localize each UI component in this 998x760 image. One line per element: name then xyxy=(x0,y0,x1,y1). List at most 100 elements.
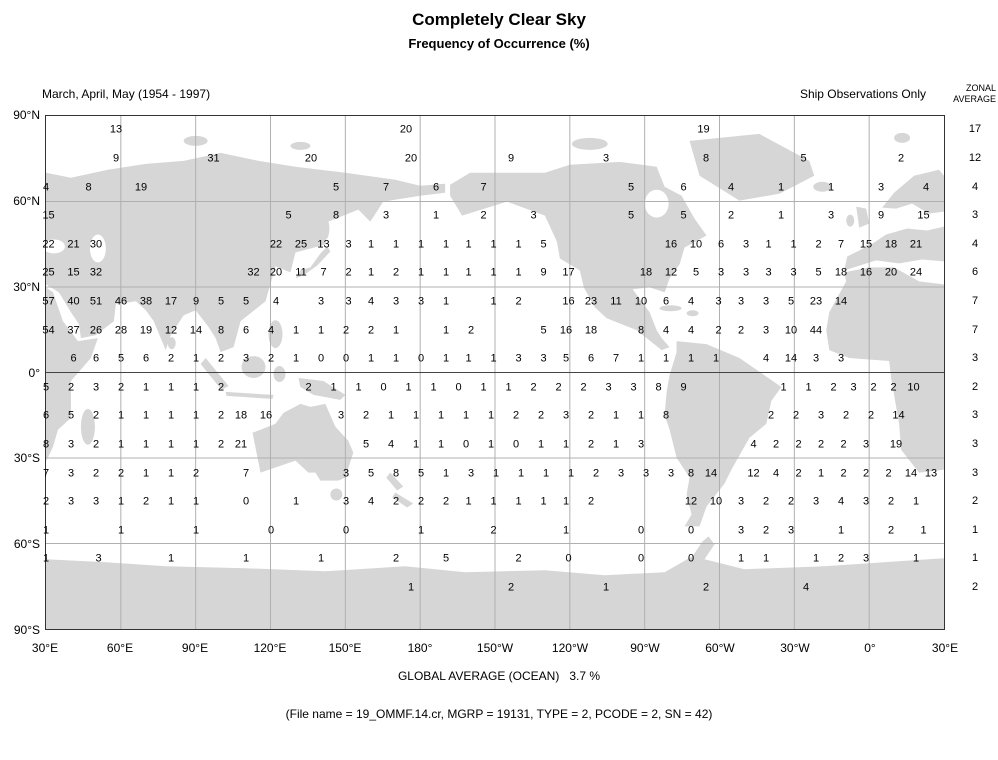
grid-value: 2 xyxy=(870,381,877,394)
grid-value: 2 xyxy=(142,495,150,508)
grid-value: 0 xyxy=(637,552,645,565)
grid-value: 18 xyxy=(234,409,248,422)
grid-value: 1 xyxy=(367,266,375,279)
grid-value: 2 xyxy=(580,381,587,394)
zonal-average-value: 2 xyxy=(971,380,979,393)
grid-value: 12 xyxy=(164,324,178,337)
grid-value: 1 xyxy=(562,495,570,508)
landmass-arctic-island-2 xyxy=(290,141,311,150)
grid-value: 4 xyxy=(750,438,757,451)
grid-value: 32 xyxy=(247,266,260,279)
grid-value: 13 xyxy=(109,123,123,136)
grid-value: 3 xyxy=(717,266,725,279)
grid-value: 2 xyxy=(217,381,225,394)
grid-value: 1 xyxy=(442,266,450,279)
grid-value: 1 xyxy=(167,495,175,508)
grid-value: 7 xyxy=(42,467,50,480)
grid-value: 2 xyxy=(762,495,770,508)
grid-value: 4 xyxy=(727,181,735,194)
grid-value: 2 xyxy=(442,495,450,508)
grid-value: 6 xyxy=(142,352,150,365)
grid-value: 16 xyxy=(562,295,575,308)
grid-value: 19 xyxy=(139,324,153,337)
grid-value: 3 xyxy=(467,467,475,480)
grid-value: 0 xyxy=(242,495,250,508)
grid-value: 2 xyxy=(217,352,225,365)
grid-value: 1 xyxy=(192,524,200,537)
grid-value: 1 xyxy=(432,209,440,222)
grid-value: 3 xyxy=(317,295,325,308)
grid-value: 2 xyxy=(587,409,595,422)
grid-value: 2 xyxy=(767,409,775,422)
grid-value: 0 xyxy=(317,352,325,365)
grid-value: 3 xyxy=(850,381,857,394)
grid-value: 1 xyxy=(515,238,522,251)
grid-value: 7 xyxy=(837,238,845,251)
grid-value: 1 xyxy=(465,495,472,508)
grid-value: 25 xyxy=(42,266,55,279)
grid-value: 12 xyxy=(684,495,698,508)
zonal-average-column: 17 12 4 3 4 6 7 7 3 2 3 3 3 2 1 1 2 xyxy=(952,0,998,760)
grid-value: 17 xyxy=(164,295,178,308)
lon-tick-label: 90°E xyxy=(181,641,209,655)
grid-value: 16 xyxy=(664,238,678,251)
longitude-axis: 30°E 60°E 90°E 120°E 150°E 180° 150°W 120°W 90°W… xyxy=(0,641,998,657)
grid-value: 1 xyxy=(142,467,150,480)
grid-value: 4 xyxy=(662,324,670,337)
grid-value: 10 xyxy=(907,381,920,394)
grid-value: 4 xyxy=(762,352,770,365)
grid-value: 3 xyxy=(812,352,820,365)
grid-value: 20 xyxy=(304,152,318,165)
grid-value: 2 xyxy=(345,266,352,279)
lon-tick-label: 180° xyxy=(407,641,433,655)
lon-tick-label: 90°W xyxy=(630,641,660,655)
grid-value: 1 xyxy=(192,495,200,508)
zonal-average-value: 3 xyxy=(971,466,979,479)
grid-value: 1 xyxy=(492,467,500,480)
landmass-north-america xyxy=(450,161,707,351)
grid-value: 2 xyxy=(890,381,897,394)
season-label: March, April, May (1954 - 1997) xyxy=(42,87,211,101)
grid-value: 1 xyxy=(117,438,125,451)
grid-value: 1 xyxy=(192,381,200,394)
landmass-sulawesi xyxy=(273,366,286,382)
grid-value: 3 xyxy=(765,266,772,279)
zonal-average-value: 12 xyxy=(968,151,982,164)
grid-value: 8 xyxy=(662,409,670,422)
grid-value: 0 xyxy=(565,552,572,565)
grid-value: 2 xyxy=(480,209,487,222)
grid-value: 5 xyxy=(242,295,250,308)
grid-value: 3 xyxy=(862,438,870,451)
file-info-label: (File name = 19_OMMF.14.cr, MGRP = 19131… xyxy=(285,707,713,721)
grid-value: 11 xyxy=(295,266,307,279)
grid-value: 3 xyxy=(515,352,522,365)
grid-value: 6 xyxy=(92,352,100,365)
grid-value: 4 xyxy=(387,438,395,451)
grid-value: 2 xyxy=(830,381,837,394)
zonal-average-value: 1 xyxy=(971,523,979,536)
grid-value: 1 xyxy=(192,352,200,365)
grid-value: 2 xyxy=(885,467,892,480)
grid-value: 1 xyxy=(417,238,425,251)
grid-value: 3 xyxy=(737,295,745,308)
grid-value: 20 xyxy=(399,123,413,136)
grid-value: 26 xyxy=(89,324,103,337)
grid-value: 16 xyxy=(559,324,573,337)
landmass-svalbard xyxy=(894,132,911,143)
grid-value: 3 xyxy=(737,495,745,508)
grid-value: 7 xyxy=(382,181,390,194)
grid-value: 2 xyxy=(842,409,850,422)
latitude-axis: 90°N 60°N 30°N 0° 30°S 60°S 90°S xyxy=(2,0,40,760)
grid-value: 1 xyxy=(167,409,175,422)
grid-value: 1 xyxy=(317,552,325,565)
lon-tick-label: 120°W xyxy=(551,641,589,655)
grid-value: 2 xyxy=(815,238,822,251)
zonal-average-value: 2 xyxy=(971,581,979,594)
grid-value: 1 xyxy=(462,409,470,422)
grid-value: 4 xyxy=(837,495,845,508)
grid-value: 1 xyxy=(192,438,200,451)
grid-value: 1 xyxy=(317,324,325,337)
grid-value: 30 xyxy=(89,238,103,251)
grid-value: 2 xyxy=(507,581,515,594)
grid-value: 5 xyxy=(417,467,425,480)
